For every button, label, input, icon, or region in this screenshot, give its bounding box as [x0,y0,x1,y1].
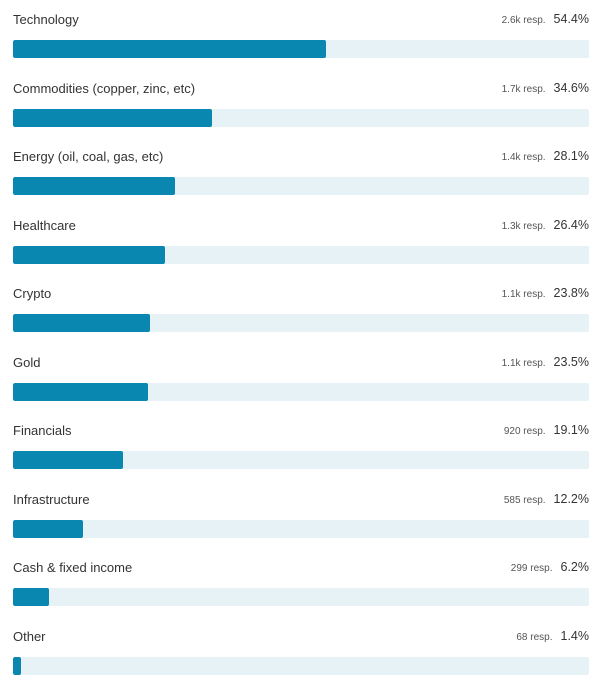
percent-label: 34.6% [553,80,589,95]
percent-label: 6.2% [560,560,590,574]
bar [13,108,213,127]
bar-meta: 299 resp. 6.2% [511,560,589,574]
category-label: Financials [13,423,72,438]
bar-track [13,451,589,469]
bar [13,656,22,675]
bar-meta: 68 resp. 1.4% [516,629,589,643]
bar-track [13,588,589,606]
bar-track [13,656,589,675]
bar [13,451,124,469]
response-count: 299 resp. [510,563,553,574]
bar-chart: Technology 2.6k resp. 54.4% Commodities (co… [13,0,589,685]
response-count: 2.6k resp. [501,15,546,26]
response-count: 1.1k resp. [501,357,546,369]
percent-label: 28.1% [553,149,589,163]
bar-row: Other 68 resp. 1.4% [13,617,589,686]
bar-meta: 1.1k resp. 23.8% [502,286,589,300]
category-label: Other [13,628,46,644]
category-label: Energy (oil, coal, gas, etc) [13,149,164,164]
bar [13,519,84,538]
bar-row: Technology 2.6k resp. 54.4% [13,0,589,69]
bar-meta: 920 resp. 19.1% [504,423,589,437]
response-count: 1.7k resp. [501,83,546,95]
bar [13,245,166,264]
response-count: 68 resp. [516,631,553,643]
bar-meta: 1.4k resp. 28.1% [502,149,589,163]
percent-label: 26.4% [553,217,589,232]
response-count: 1.1k resp. [501,289,546,300]
percent-label: 12.2% [553,491,589,506]
bar-track [13,314,589,332]
bar-row: Energy (oil, coal, gas, etc) 1.4k resp. 28… [13,137,589,206]
category-label: Healthcare [13,217,76,233]
response-count: 920 resp. [503,426,546,437]
bar-meta: 1.3k resp. 26.4% [502,218,589,232]
bar [13,588,49,606]
bar [13,382,149,401]
category-label: Crypto [13,286,52,301]
bar [13,40,327,58]
bar-row: Crypto 1.1k resp. 23.8% [13,274,589,343]
category-label: Technology [13,12,79,27]
bar-row: Gold 1.1k resp. 23.5% [13,343,589,412]
bar-track [13,382,589,401]
percent-label: 23.5% [553,354,589,369]
bar-track [13,177,589,195]
bar-row: Cash & fixed income 299 resp. 6.2% [13,548,589,617]
bar-meta: 2.6k resp. 54.4% [502,12,589,26]
percent-label: 1.4% [560,628,590,643]
bar-row: Financials 920 resp. 19.1% [13,411,589,480]
bar-track [13,40,589,58]
category-label: Commodities (copper, zinc, etc) [13,80,196,96]
bar-row: Infrastructure 585 resp. 12.2% [13,480,589,549]
bar [13,314,151,332]
category-label: Infrastructure [13,491,90,507]
response-count: 1.4k resp. [501,152,546,163]
bar-track [13,245,589,264]
category-label: Cash & fixed income [13,560,133,575]
bar-meta: 1.1k resp. 23.5% [502,355,589,369]
bar-track [13,108,589,127]
bar-meta: 1.7k resp. 34.6% [502,81,589,95]
percent-label: 54.4% [553,12,589,26]
bar-row: Healthcare 1.3k resp. 26.4% [13,206,589,275]
response-count: 1.3k resp. [501,220,546,232]
percent-label: 19.1% [553,423,589,437]
bar [13,177,175,195]
bar-track [13,519,589,538]
percent-label: 23.8% [553,286,589,300]
bar-row: Commodities (copper, zinc, etc) 1.7k resp… [13,69,589,138]
category-label: Gold [13,354,41,370]
bar-meta: 585 resp. 12.2% [504,492,589,506]
response-count: 585 resp. [503,494,546,506]
